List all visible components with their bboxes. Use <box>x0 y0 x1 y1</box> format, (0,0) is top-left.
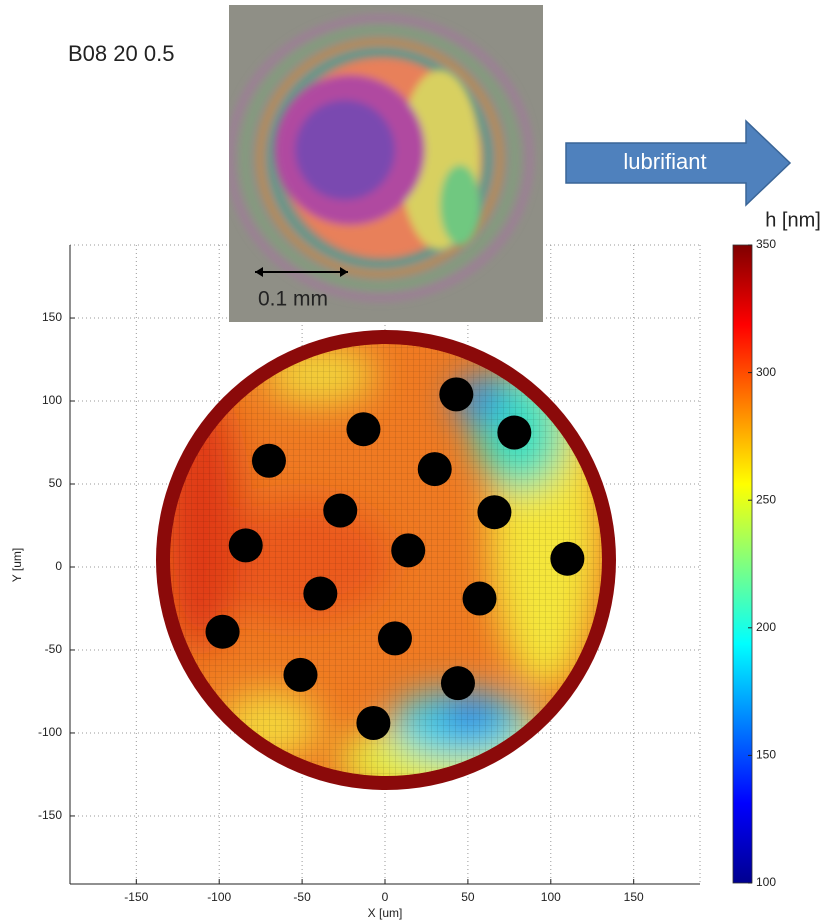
x-tick-label: 0 <box>382 890 389 904</box>
dimple <box>377 621 412 656</box>
x-tick-label: 100 <box>541 890 561 904</box>
dimple <box>323 493 358 528</box>
colorbar-tick-label: 200 <box>756 620 776 634</box>
colorbar-tick-label: 350 <box>756 237 776 251</box>
flow-arrow <box>565 119 792 207</box>
colorbar-tick-label: 300 <box>756 365 776 379</box>
y-tick-label: 50 <box>49 476 63 490</box>
dimple <box>356 706 391 741</box>
dimple <box>550 541 585 576</box>
colorbar-label: h [nm] <box>765 209 821 231</box>
x-tick-label: -150 <box>124 890 148 904</box>
sample-label: B08 20 0.5 <box>68 41 174 66</box>
dimple <box>303 576 338 611</box>
dimple <box>346 412 381 447</box>
dimple <box>497 415 532 450</box>
y-tick-label: 150 <box>42 310 62 324</box>
scale-label: 0.1 mm <box>258 288 328 311</box>
x-tick-label: -100 <box>207 890 231 904</box>
y-tick-label: -50 <box>45 642 63 656</box>
colorbar-tick-label: 250 <box>756 492 776 506</box>
dimple <box>391 533 426 568</box>
x-axis-label: X [um] <box>368 906 403 920</box>
y-tick-label: -100 <box>38 725 62 739</box>
dimple <box>228 528 263 563</box>
x-tick-label: 50 <box>461 890 475 904</box>
dimple <box>205 614 240 649</box>
dimple <box>283 657 318 692</box>
colorbar <box>732 244 753 884</box>
dimple <box>251 443 286 478</box>
x-tick-label: -50 <box>293 890 311 904</box>
colorbar-tick-label: 100 <box>756 875 776 889</box>
dimple <box>462 581 497 616</box>
y-tick-label: -150 <box>38 808 62 822</box>
interferogram-photo <box>229 5 543 322</box>
dimple <box>439 377 474 412</box>
colorbar-tick-label: 150 <box>756 748 776 762</box>
y-tick-label: 100 <box>42 393 62 407</box>
film-thickness-map <box>156 330 616 790</box>
dimple <box>440 666 475 701</box>
dimple <box>417 452 452 487</box>
y-tick-label: 0 <box>55 559 62 573</box>
dimple <box>477 495 512 530</box>
x-tick-label: 150 <box>624 890 644 904</box>
arrow-label: lubrifiant <box>623 149 706 174</box>
y-axis-label: Y [um] <box>10 548 24 582</box>
